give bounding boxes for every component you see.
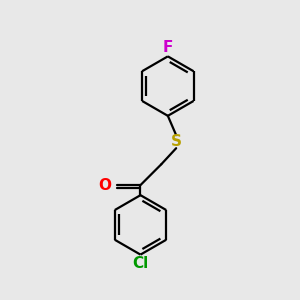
Text: Cl: Cl [132, 256, 148, 272]
Text: O: O [98, 178, 111, 193]
Text: F: F [163, 40, 173, 55]
Text: S: S [171, 134, 182, 149]
